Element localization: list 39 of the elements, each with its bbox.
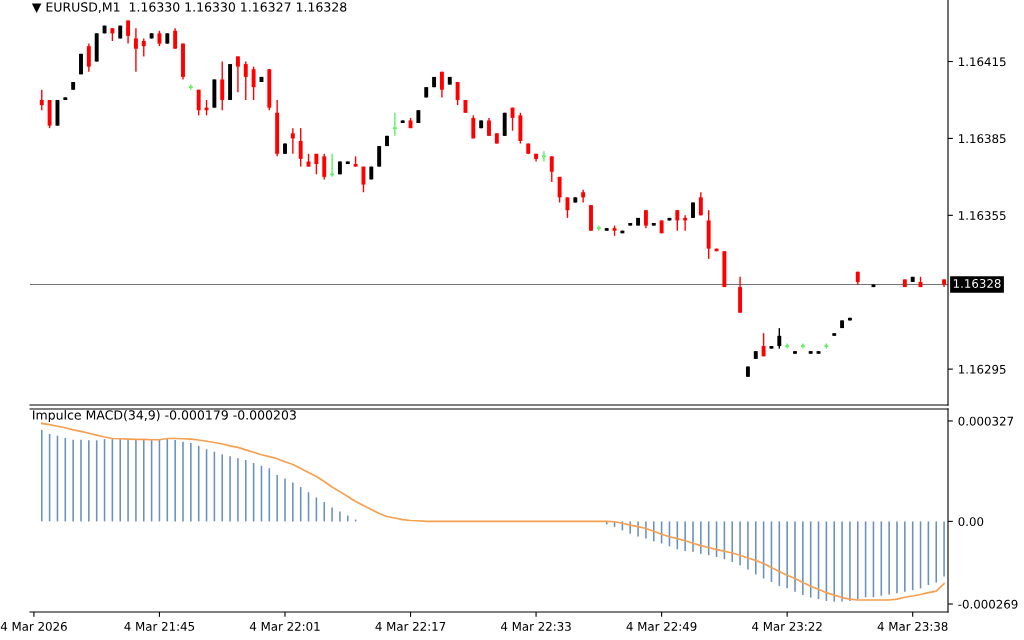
y-tick-label: 0.000327 [958, 416, 1014, 426]
candlestick [557, 176, 562, 204]
x-tick-label: 4 Mar 22:01 [249, 621, 320, 631]
candlestick [549, 155, 554, 183]
y-tick-label: 1.16415 [959, 57, 1006, 67]
candlestick [86, 42, 91, 73]
candlestick [675, 209, 680, 232]
x-tick-label: 4 Mar 22:49 [626, 621, 697, 631]
candlestick [251, 65, 256, 101]
x-tick-label: 4 Mar 23:22 [752, 621, 822, 631]
candlestick [322, 153, 327, 181]
y-tick-label: -0.000269 [958, 599, 1018, 609]
chart-title: ▼ EURUSD,M1 1.16330 1.16330 1.16327 1.16328 [31, 2, 347, 14]
candlestick [235, 55, 240, 93]
candlestick [290, 127, 295, 155]
y-tick-label: 1.16355 [959, 211, 1006, 220]
y-tick-label: 1.16385 [959, 134, 1006, 144]
candlestick [220, 60, 225, 111]
candlestick [377, 145, 382, 168]
candlestick [243, 60, 248, 101]
candlestick [777, 327, 782, 350]
candlestick [173, 27, 178, 50]
y-tick-label: 1.16295 [959, 364, 1006, 374]
y-tick-label: 0.00 [958, 517, 984, 527]
candlestick [133, 27, 138, 73]
candlestick [455, 81, 460, 106]
x-tick-label: 4 Mar 22:33 [501, 621, 571, 631]
chart-title: Impulce MACD(34,9) -0.000179 -0.000203 [33, 410, 296, 423]
x-tick-label: 4 Mar 22:17 [375, 621, 446, 631]
x-tick-label: 4 Mar 21:45 [124, 621, 195, 631]
candlestick [361, 165, 366, 193]
x-tick-label: 4 Mar 23:38 [877, 621, 948, 631]
candlestick [196, 89, 201, 117]
candlestick [39, 89, 44, 111]
line-series [40, 422, 945, 601]
x-tick-label: 4 Mar 2026 [0, 621, 67, 631]
ref-line-label: 1.16328 [953, 279, 1001, 288]
candlestick [439, 71, 444, 99]
candlestick [298, 127, 303, 168]
